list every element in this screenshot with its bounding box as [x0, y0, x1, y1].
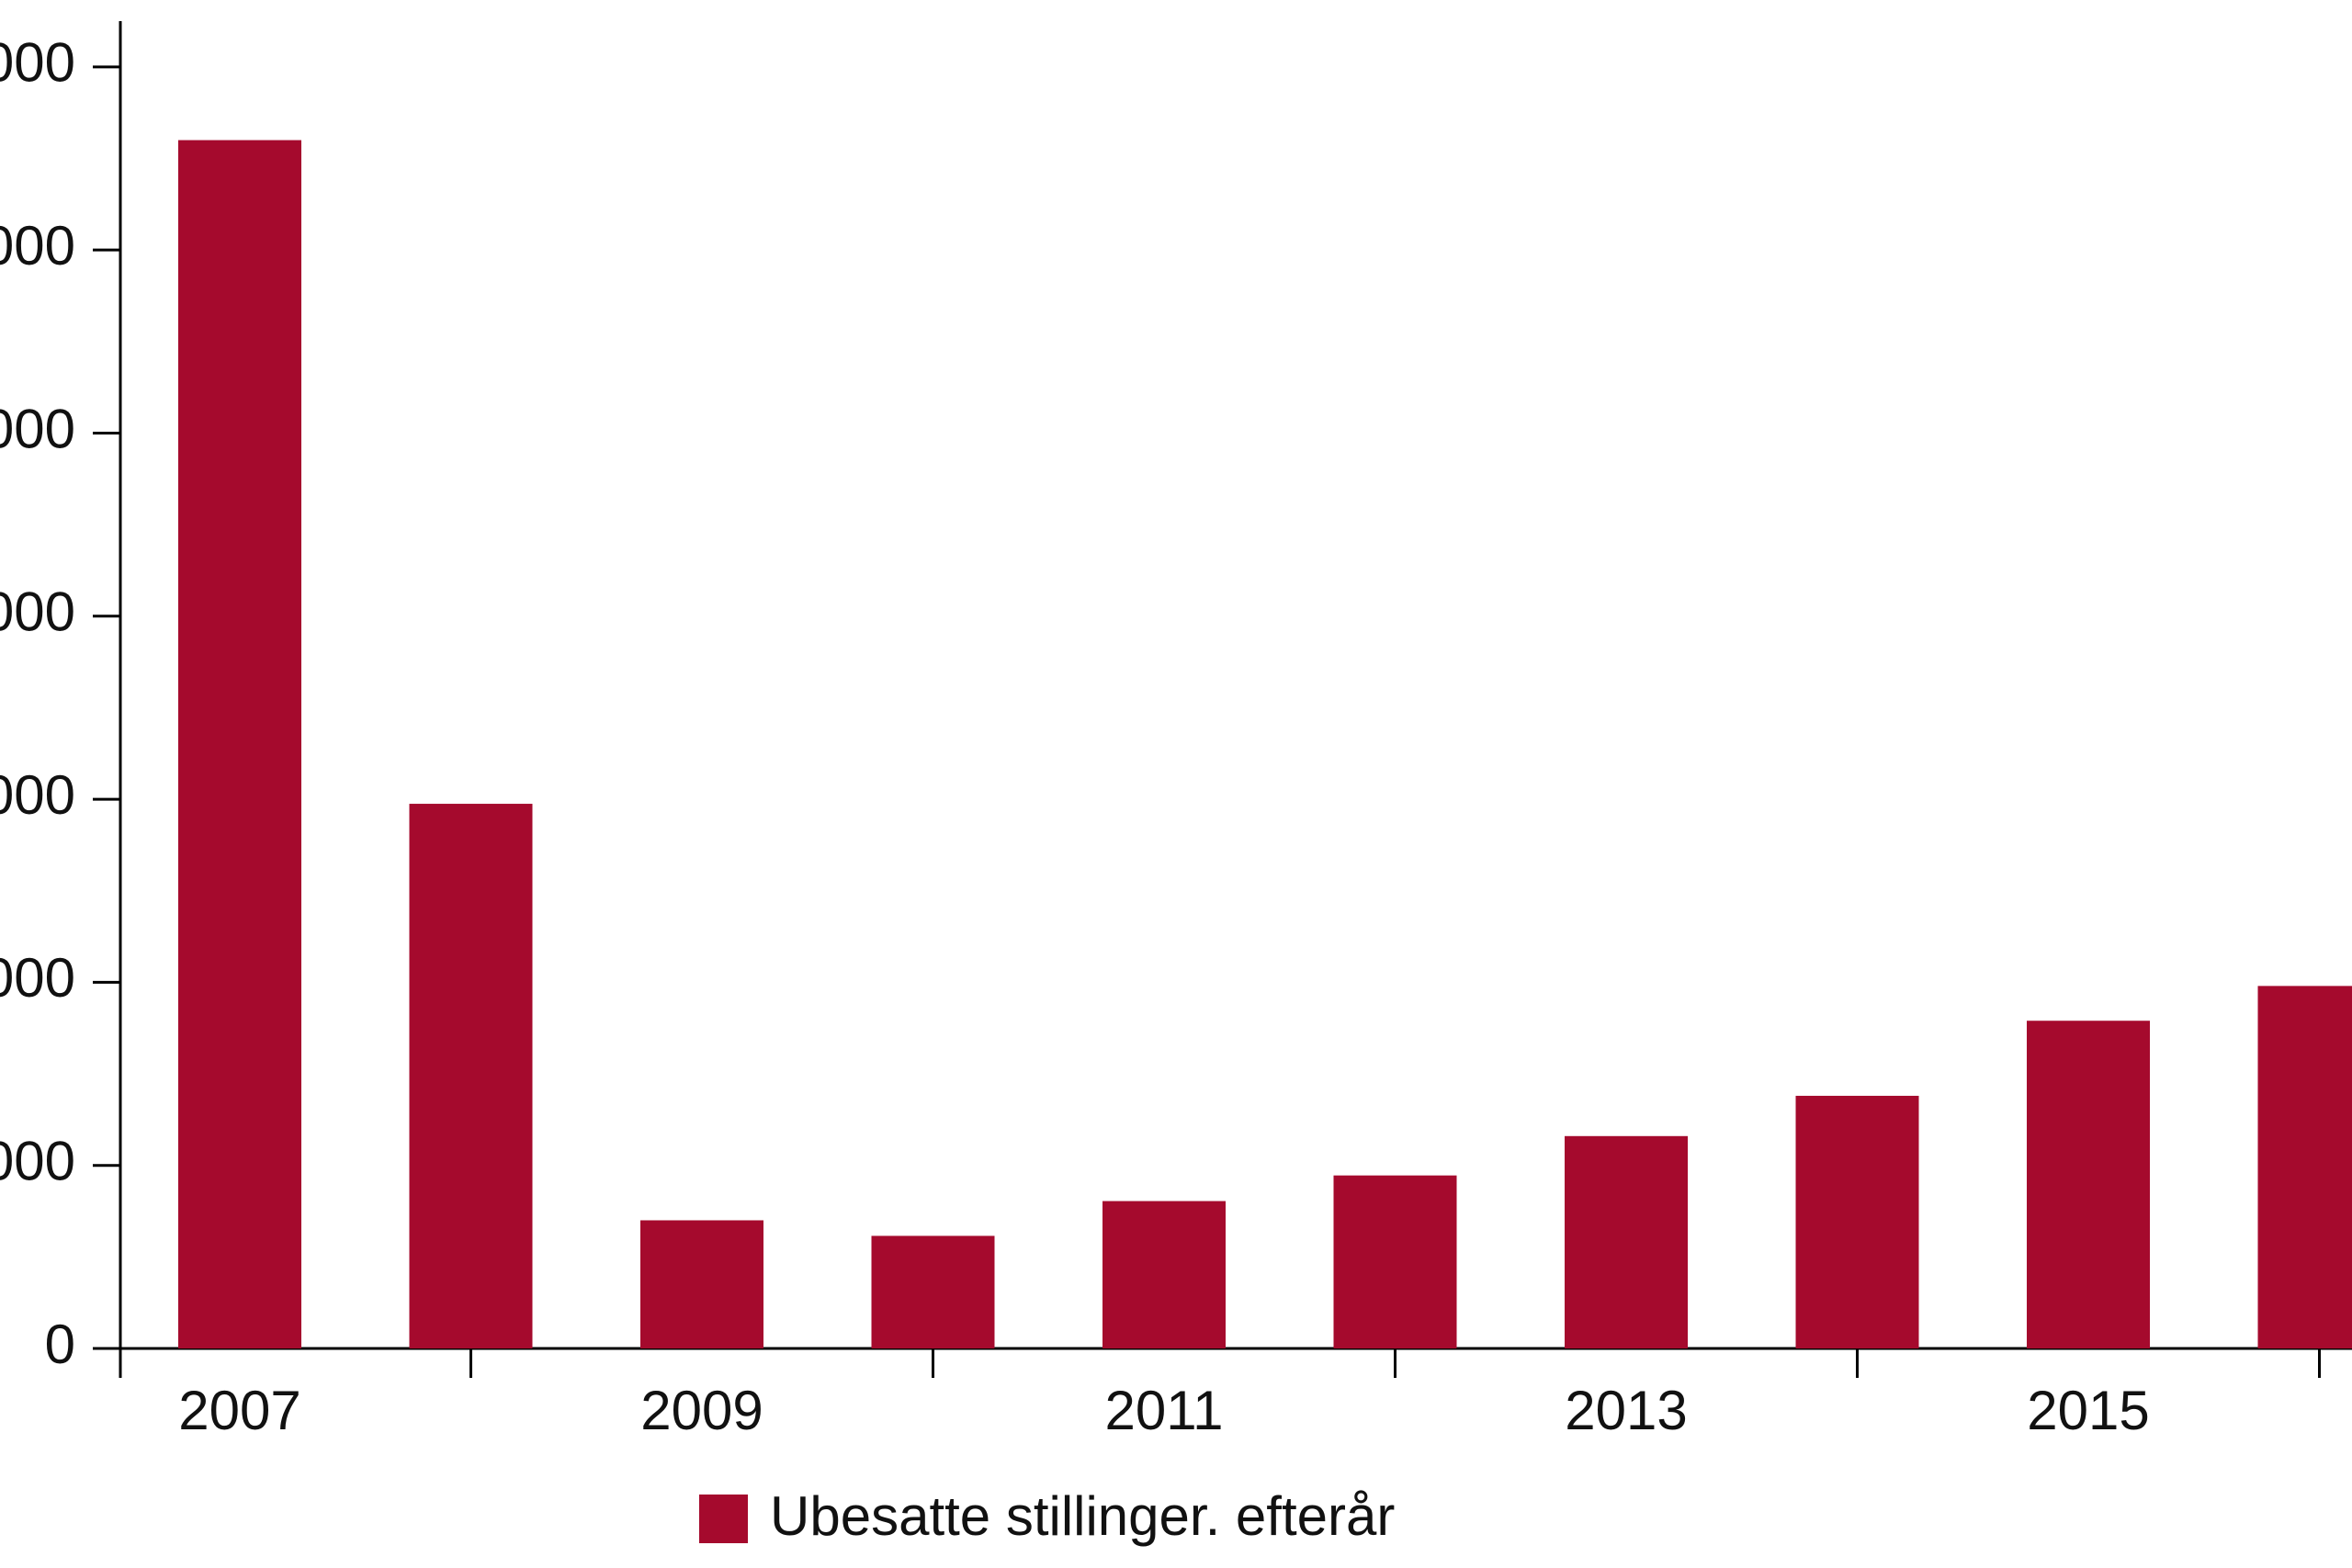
x-tick-label: 2015 [2027, 1380, 2149, 1441]
y-tick-label: 14000 [0, 32, 75, 94]
y-tick-label: 6000 [0, 764, 75, 826]
bar [1565, 1135, 1688, 1348]
x-tick-label: 2007 [178, 1380, 300, 1441]
y-tick-label: 0 [45, 1314, 75, 1375]
bar [2257, 986, 2352, 1348]
x-tick-label: 2011 [1104, 1380, 1223, 1441]
legend-label: Ubesatte stillinger. efterår [770, 1485, 1395, 1547]
bar [2027, 1021, 2150, 1348]
x-tick-label: 2013 [1565, 1380, 1687, 1441]
y-tick-label: 8000 [0, 581, 75, 643]
bar [640, 1220, 763, 1348]
bar [1333, 1175, 1457, 1348]
x-tick-label: 2009 [640, 1380, 763, 1441]
bar [1102, 1201, 1226, 1348]
y-tick-label: 2000 [0, 1131, 75, 1192]
y-tick-label: 4000 [0, 947, 75, 1009]
bar [1795, 1095, 1919, 1348]
y-tick-label: 10000 [0, 398, 75, 459]
bar [178, 140, 301, 1348]
y-tick-label: 12000 [0, 215, 75, 276]
legend-swatch [699, 1495, 748, 1543]
bar [409, 804, 533, 1348]
bar [871, 1235, 995, 1348]
